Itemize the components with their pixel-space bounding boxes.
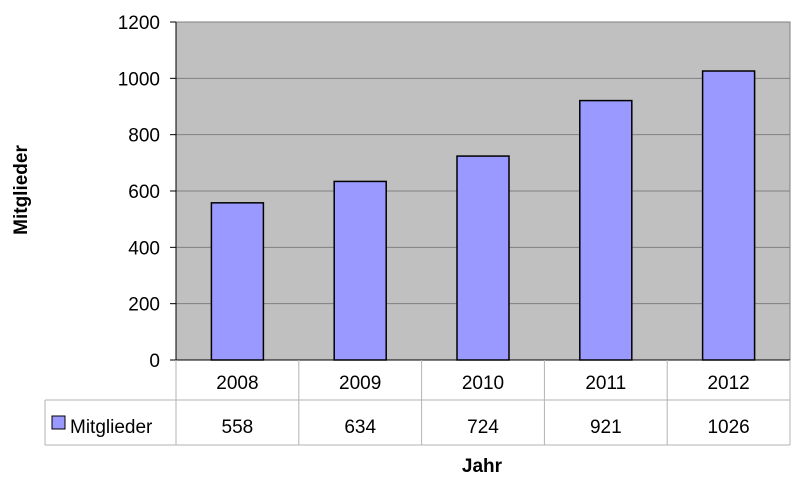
x-tick-label: 2011 [585, 373, 626, 394]
bar-2008 [210, 202, 265, 361]
legend-swatch [51, 415, 66, 430]
y-tick-label: 200 [128, 295, 160, 316]
y-axis-label: Mitglieder [11, 145, 32, 235]
x-tick-label: 2009 [339, 373, 381, 394]
x-tick-label: 2012 [707, 373, 749, 394]
bar-2009 [333, 180, 387, 361]
data-table-value: 921 [590, 417, 622, 438]
data-table-value: 634 [344, 417, 376, 438]
y-tick-label: 400 [128, 238, 160, 259]
x-tick-label: 2010 [462, 373, 504, 394]
y-tick-label: 0 [149, 351, 160, 372]
data-table-value: 1026 [707, 417, 749, 438]
bar-2010 [456, 155, 510, 361]
bar-2012 [701, 70, 756, 361]
data-table-value: 724 [467, 417, 499, 438]
y-tick-label: 1200 [118, 13, 160, 34]
y-tick-label: 600 [128, 182, 160, 203]
y-tick-label: 1000 [118, 69, 160, 90]
x-tick-label: 2008 [216, 373, 258, 394]
bar-2011 [579, 99, 633, 361]
data-table-value: 558 [222, 417, 254, 438]
x-axis-label: Jahr [462, 456, 503, 477]
legend-label: Mitglieder [70, 417, 153, 438]
y-tick-label: 800 [128, 126, 160, 147]
